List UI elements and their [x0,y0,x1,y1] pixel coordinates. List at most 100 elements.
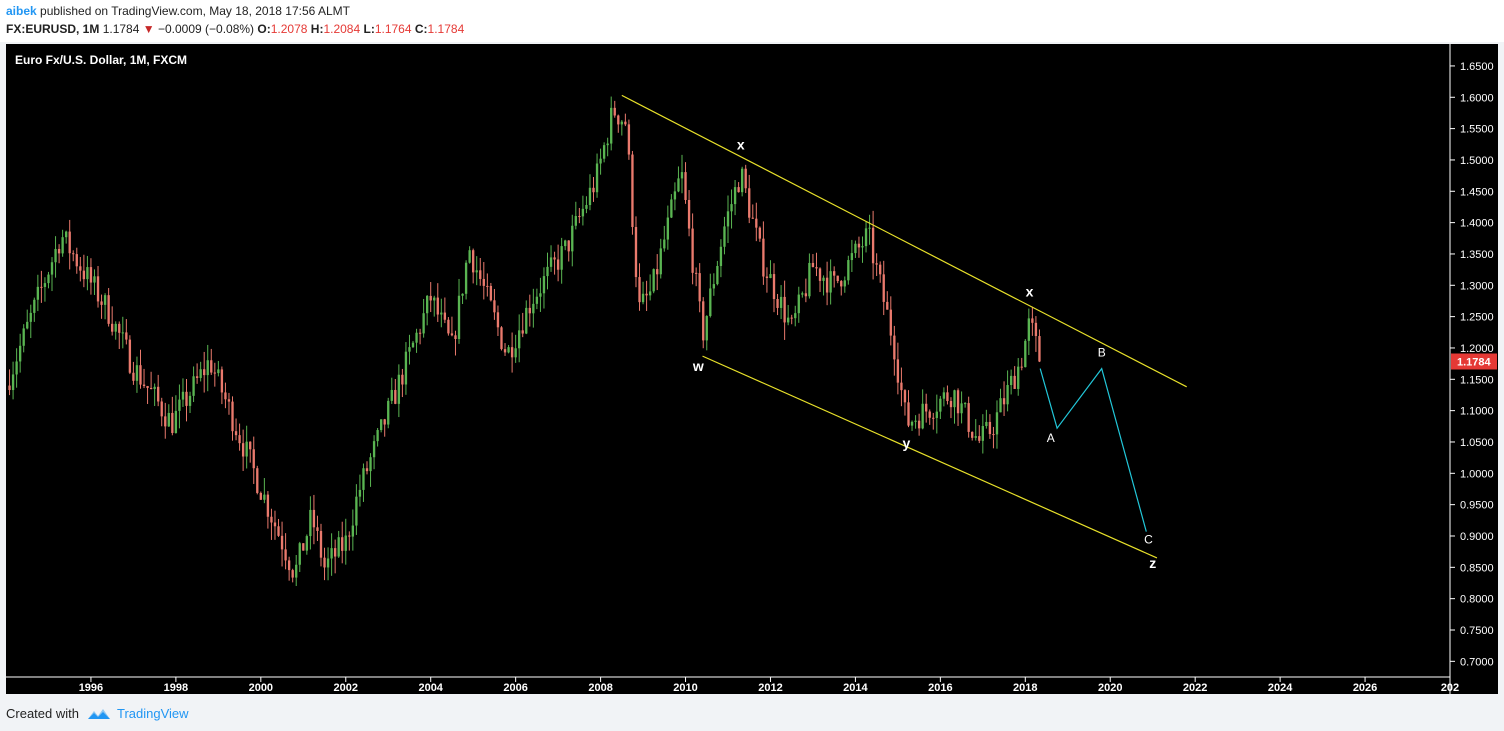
candle-body [981,426,984,441]
candle-body [666,217,670,240]
candle-body [160,401,163,417]
wave-label: x [1026,284,1034,300]
publish-info: aibek published on TradingView.com, May … [6,4,350,18]
candle-body [252,449,255,469]
candle-body [422,313,425,334]
candle-body [680,172,684,179]
candle-body [879,264,882,275]
candle-body [503,349,507,353]
candle-body [185,391,188,406]
low-label: L: [363,22,375,36]
candle-body [843,280,846,287]
candle-body [75,254,78,267]
candle-body [103,295,107,305]
candle-body [454,335,457,340]
candle-body [758,227,762,239]
candle-body [355,496,358,526]
candle-body [341,537,344,551]
candle-body [220,369,224,393]
x-tick-label: 202 [1441,682,1459,694]
candle-body [36,286,40,300]
candle-body [921,403,924,429]
candle-body [903,390,907,403]
down-triangle-icon: ▼ [142,22,155,36]
candle-body [956,390,960,414]
candle-body [153,386,156,390]
candle-body [259,492,262,500]
x-tick-label: 2004 [418,682,443,694]
candle-body [673,191,677,200]
candle-body [925,403,928,412]
candle-body [464,262,468,294]
candle-body [450,333,454,336]
candle-body [691,228,694,273]
high-label: H: [310,22,324,36]
candle-body [365,468,369,472]
candle-body [610,107,613,144]
wave-label: C [1144,533,1153,547]
high-value: 1.2084 [323,22,361,36]
y-tick-label: 0.8000 [1460,594,1494,606]
x-tick-label: 2026 [1353,682,1377,694]
candle-body [429,295,432,301]
candle-body [1006,385,1009,405]
candle-body [461,293,464,296]
candle-body [999,398,1002,413]
candle-body [716,265,719,285]
candle-body [868,227,871,229]
candle-body [348,535,351,537]
candle-body [797,294,800,314]
candle-body [15,361,18,375]
candle-body [397,374,401,404]
candle-body [861,246,864,248]
candle-body [585,205,588,209]
candle-body [581,208,585,217]
candle-body [164,416,167,427]
candle-body [1038,336,1041,362]
tradingview-link[interactable]: TradingView [116,706,189,721]
x-tick-label: 2014 [843,682,868,694]
candle-body [928,411,931,418]
candle-body [783,296,786,323]
candle-body [1009,375,1013,386]
candle-body [769,274,772,279]
candle-body [549,257,553,267]
candle-body [316,527,319,531]
candle-body [181,391,185,400]
footer: Created with TradingView [6,706,189,721]
wave-label: w [692,358,704,374]
candle-body [1017,366,1020,389]
candles-layer [8,96,1041,587]
candle-body [624,121,627,125]
candle-body [128,339,132,373]
candle-body [871,227,875,264]
candle-body [889,309,892,336]
candle-body [121,332,124,334]
author-link[interactable]: aibek [6,4,37,18]
candle-body [620,121,623,125]
candle-body [914,420,917,422]
candle-body [847,260,850,281]
candle-body [227,399,231,402]
close-value: 1.1784 [427,22,465,36]
symbol-label: FX:EURUSD, 1M [6,22,100,36]
candle-body [939,398,942,412]
x-tick-label: 1996 [79,682,103,694]
candle-body [440,312,443,315]
candle-body [26,321,29,329]
candle-body [641,293,645,303]
candle-body [472,250,475,273]
wave-label: x [737,136,745,152]
candle-body [687,200,691,229]
candle-body [312,509,316,528]
candle-body [1024,340,1027,368]
candle-body [433,297,436,301]
candle-body [135,365,139,381]
candle-body [18,345,22,362]
candle-body [553,257,556,260]
candle-body [157,386,160,402]
candle-body [482,278,485,286]
candle-body [744,168,747,189]
